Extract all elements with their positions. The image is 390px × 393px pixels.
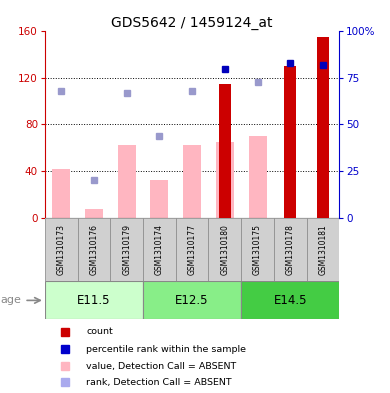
Bar [248, 136, 266, 217]
Bar [317, 37, 329, 217]
Text: GSM1310173: GSM1310173 [57, 224, 66, 275]
Bar [241, 217, 274, 281]
Bar [274, 217, 307, 281]
Text: GSM1310180: GSM1310180 [220, 224, 229, 275]
Bar [143, 281, 241, 319]
Text: GSM1310181: GSM1310181 [319, 224, 328, 275]
Bar [208, 217, 241, 281]
Bar [176, 217, 208, 281]
Text: E11.5: E11.5 [77, 294, 111, 307]
Bar [45, 281, 143, 319]
Bar [110, 217, 143, 281]
Text: value, Detection Call = ABSENT: value, Detection Call = ABSENT [86, 362, 236, 371]
Text: age: age [0, 296, 21, 305]
Bar [241, 281, 339, 319]
Bar [151, 180, 168, 217]
Text: GSM1310177: GSM1310177 [188, 224, 197, 275]
Bar [219, 84, 230, 217]
Text: rank, Detection Call = ABSENT: rank, Detection Call = ABSENT [86, 378, 232, 387]
Bar [78, 217, 110, 281]
Bar [118, 145, 136, 217]
Bar [45, 217, 78, 281]
Title: GDS5642 / 1459124_at: GDS5642 / 1459124_at [111, 17, 273, 30]
Text: E12.5: E12.5 [176, 294, 209, 307]
Bar [52, 169, 70, 217]
Bar [307, 217, 339, 281]
Text: GSM1310176: GSM1310176 [89, 224, 98, 275]
Text: GSM1310179: GSM1310179 [122, 224, 131, 275]
Bar [183, 145, 201, 217]
Text: GSM1310174: GSM1310174 [155, 224, 164, 275]
Text: GSM1310175: GSM1310175 [253, 224, 262, 275]
Text: GSM1310178: GSM1310178 [286, 224, 295, 275]
Text: E14.5: E14.5 [273, 294, 307, 307]
Bar [284, 66, 296, 217]
Bar [85, 209, 103, 217]
Bar [216, 142, 234, 217]
Text: percentile rank within the sample: percentile rank within the sample [86, 345, 246, 354]
Bar [143, 217, 176, 281]
Text: count: count [86, 327, 113, 336]
